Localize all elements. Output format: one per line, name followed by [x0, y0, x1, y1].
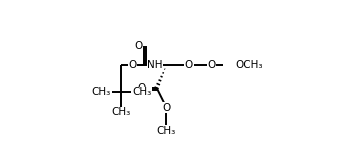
- Text: CH₃: CH₃: [112, 107, 131, 117]
- Text: O: O: [134, 41, 143, 51]
- Text: O: O: [207, 60, 216, 70]
- Text: CH₃: CH₃: [133, 87, 152, 97]
- Text: O: O: [185, 60, 193, 70]
- Text: CH₃: CH₃: [157, 126, 176, 136]
- Text: CH₃: CH₃: [91, 87, 110, 97]
- Text: O: O: [137, 83, 145, 93]
- Text: O: O: [162, 103, 171, 113]
- Text: OCH₃: OCH₃: [235, 60, 263, 70]
- Text: O: O: [129, 60, 137, 70]
- Text: NH: NH: [148, 60, 163, 70]
